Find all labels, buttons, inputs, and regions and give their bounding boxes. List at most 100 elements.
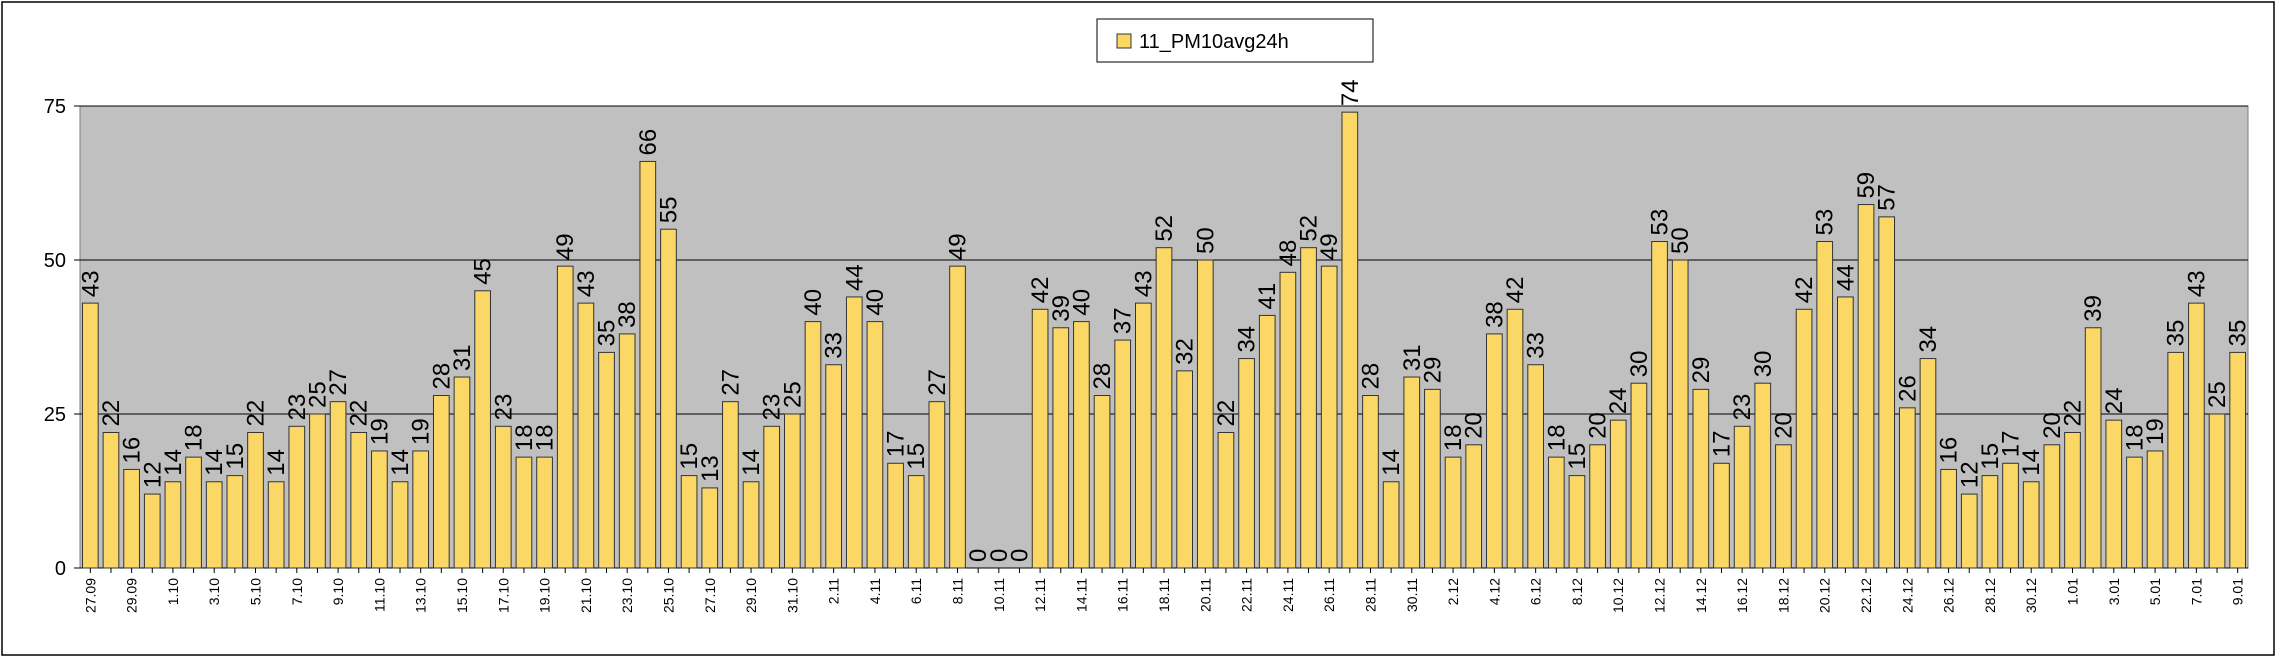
x-tick-label: 23.10: [619, 578, 635, 613]
value-label: 20: [2039, 412, 2066, 439]
x-tick-label: 7.10: [289, 578, 305, 605]
bar: [2229, 351, 2247, 569]
value-label: 29: [1688, 357, 1715, 384]
x-tick-label: 30.12: [2023, 578, 2039, 613]
value-label: 31: [449, 344, 476, 371]
value-label: 14: [2018, 449, 2045, 476]
bar: [639, 160, 657, 569]
value-label: 27: [717, 369, 744, 396]
bar: [2022, 481, 2040, 569]
value-label: 74: [1337, 79, 1364, 106]
value-label: 27: [325, 369, 352, 396]
x-tick-label: 12.11: [1032, 578, 1048, 612]
value-label: 38: [614, 301, 641, 328]
bar: [2167, 351, 2185, 569]
value-label: 55: [655, 196, 682, 223]
value-label: 0: [1006, 549, 1033, 562]
x-tick-label: 25.10: [660, 578, 676, 613]
value-label: 28: [1089, 363, 1116, 390]
x-tick-label: 13.10: [413, 578, 429, 613]
x-tick-label: 16.11: [1115, 578, 1131, 612]
bar: [949, 265, 966, 569]
bar: [577, 302, 595, 569]
value-label: 33: [821, 332, 848, 359]
bar: [1382, 481, 1400, 569]
x-tick-label: 5.01: [2147, 578, 2163, 605]
x-tick-label: 27.09: [82, 578, 98, 613]
value-label: 48: [1275, 240, 1302, 267]
value-label: 43: [1130, 270, 1157, 297]
value-label: 20: [1770, 412, 1797, 439]
bar: [1898, 407, 1916, 569]
x-tick-label: 17.10: [495, 578, 511, 613]
value-label: 15: [1564, 443, 1591, 470]
bar: [1444, 456, 1462, 569]
value-label: 43: [573, 270, 600, 297]
x-tick-label: 11.10: [371, 578, 387, 612]
value-label: 17: [1708, 431, 1735, 458]
x-tick-label: 27.10: [702, 578, 718, 613]
value-label: 19: [366, 418, 393, 445]
x-tick-label: 28.12: [1982, 578, 1998, 613]
value-label: 22: [98, 400, 125, 427]
bar: [1362, 395, 1379, 569]
bar: [1816, 241, 1834, 569]
value-label: 49: [1316, 233, 1343, 260]
x-tick-label: 8.12: [1569, 578, 1585, 605]
x-tick-label: 20.11: [1197, 578, 1213, 612]
value-label: 53: [1647, 209, 1674, 236]
bar: [618, 333, 636, 569]
bar: [742, 481, 760, 569]
bar: [660, 228, 677, 569]
value-label: 27: [924, 369, 951, 396]
value-label: 20: [1461, 412, 1488, 439]
x-tick-label: 6.11: [908, 578, 924, 604]
x-tick-label: 1.10: [165, 578, 181, 605]
value-label: 30: [1750, 350, 1777, 377]
x-tick-label: 8.11: [950, 578, 966, 604]
x-tick-label: 14.11: [1073, 578, 1089, 612]
bar: [2084, 327, 2102, 569]
value-label: 50: [1192, 227, 1219, 254]
bar: [1692, 388, 1710, 569]
bar: [1713, 462, 1730, 569]
value-label: 22: [1213, 400, 1240, 427]
bar: [1300, 247, 1317, 569]
value-label: 50: [1667, 227, 1694, 254]
value-label: 15: [903, 443, 930, 470]
bar: [598, 351, 615, 569]
bar: [928, 401, 946, 569]
bar: [1754, 382, 1772, 569]
bar: [1135, 302, 1152, 569]
bar: [1609, 419, 1627, 569]
value-label: 59: [1853, 172, 1880, 199]
y-tick-label: 0: [55, 558, 66, 580]
value-label: 12: [1956, 461, 1983, 488]
bar: [432, 395, 450, 569]
x-tick-label: 16.12: [1734, 578, 1750, 613]
value-label: 14: [263, 449, 290, 476]
bar: [907, 475, 925, 569]
x-tick-label: 15.10: [454, 578, 470, 613]
x-tick-label: 1.01: [2064, 578, 2080, 605]
x-tick-label: 22.12: [1858, 578, 1874, 613]
value-label: 24: [1605, 387, 1632, 414]
x-tick-label: 22.11: [1239, 578, 1255, 612]
value-label: 17: [883, 431, 910, 458]
value-label: 25: [304, 381, 331, 408]
value-label: 52: [1151, 215, 1178, 242]
bar: [2146, 450, 2164, 569]
value-label: 53: [1812, 209, 1839, 236]
x-tick-label: 4.12: [1486, 578, 1502, 605]
x-tick-label: 9.01: [2230, 578, 2246, 605]
bar: [866, 321, 884, 569]
bar: [1981, 475, 1999, 569]
value-label: 15: [676, 443, 703, 470]
value-label: 18: [1543, 424, 1570, 451]
bar: [1155, 247, 1173, 569]
bar: [1486, 333, 1503, 569]
bar: [1733, 425, 1751, 569]
value-label: 18: [532, 424, 559, 451]
value-label: 42: [1502, 277, 1529, 304]
